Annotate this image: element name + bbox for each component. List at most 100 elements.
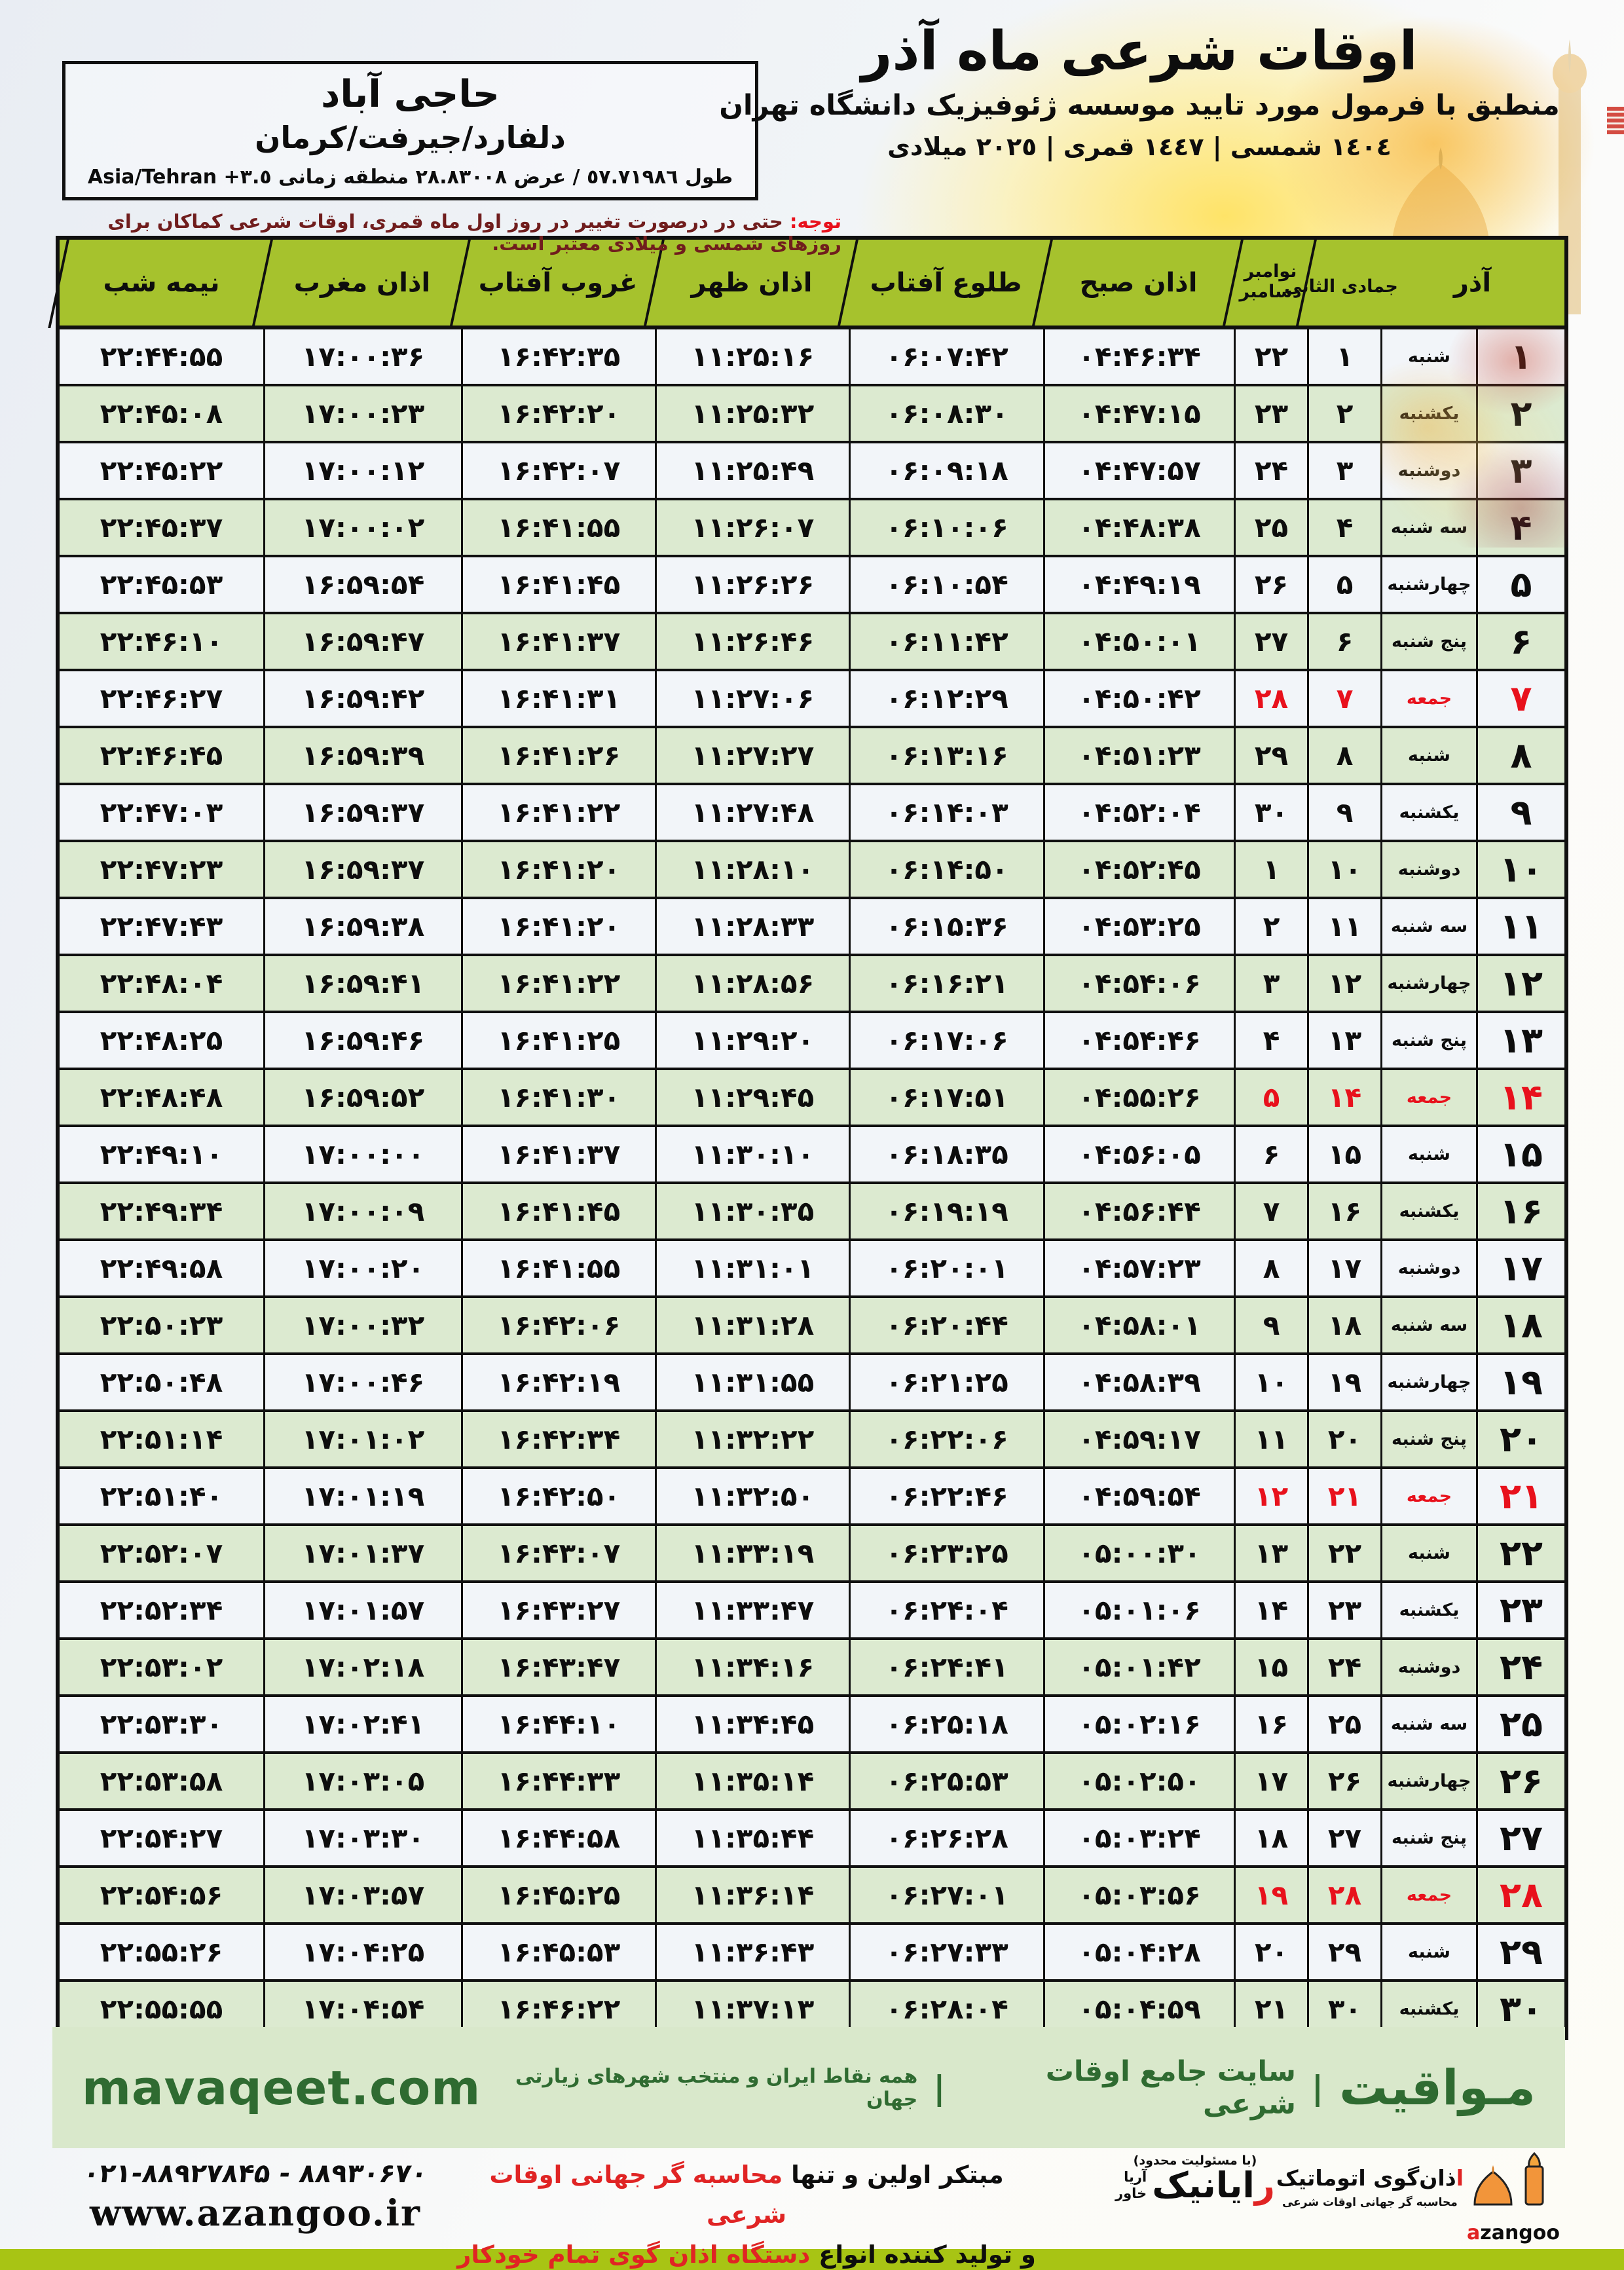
cell-fajr: ۰۵:۰۳:۵۶ [1043, 1868, 1234, 1922]
cell-weekday: شنبه [1380, 1925, 1476, 1979]
cell-maghrib: ۱۷:۰۴:۵۴ [263, 1982, 461, 2036]
cell-hijri-day: ۶ [1307, 614, 1380, 669]
cell-midnight: ۲۲:۵۳:۳۰ [100, 1708, 223, 1740]
cell-maghrib: ۱۶:۵۹:۳۸ [263, 899, 461, 954]
cell-midnight: ۲۲:۴۷:۴۳ [100, 910, 223, 942]
cell-weekday: جمعه [1380, 671, 1476, 726]
table-row: ۳ دوشنبه ۳ ۲۴ ۰۴:۴۷:۵۷ ۰۶:۰۹:۱۸ ۱۱:۲۵:۴۹… [60, 443, 1564, 500]
cell-midnight: ۲۲:۵۰:۲۳ [100, 1309, 223, 1341]
prayer-times-table: آذر جمادی الثانی نوامبر دسامبر اذان صبح … [56, 236, 1568, 2040]
cell-sunrise: ۰۶:۲۳:۲۵ [849, 1526, 1043, 1580]
table-body: ۱ شنبه ۱ ۲۲ ۰۴:۴۶:۳۴ ۰۶:۰۷:۴۲ ۱۱:۲۵:۱۶ ۱… [60, 329, 1564, 2036]
cell-day-number: ۳ [1476, 443, 1564, 498]
slogan-line2-black: و تولید کننده انواع [819, 2241, 1036, 2269]
cell-hijri-day: ۱۶ [1307, 1184, 1380, 1238]
cell-midnight: ۲۲:۴۵:۲۲ [100, 455, 223, 487]
cell-dhuhr: ۱۱:۳۶:۴۳ [655, 1925, 849, 1979]
cell-sunset: ۱۶:۴۱:۲۲ [461, 785, 655, 840]
cell-day-number: ۲۰ [1476, 1412, 1564, 1466]
cell-maghrib: ۱۷:۰۴:۲۵ [263, 1925, 461, 1979]
cell-midnight: ۲۲:۵۰:۴۸ [100, 1366, 223, 1398]
table-row: ۸ شنبه ۸ ۲۹ ۰۴:۵۱:۲۳ ۰۶:۱۳:۱۶ ۱۱:۲۷:۲۷ ۱… [60, 728, 1564, 785]
cell-dhuhr: ۱۱:۳۵:۱۴ [655, 1754, 849, 1808]
cell-maghrib: ۱۷:۰۰:۴۶ [263, 1355, 461, 1409]
brand-tagline: سایت جامع اوقات شرعی [1045, 2055, 1296, 2121]
cell-hijri-day: ۲۵ [1307, 1697, 1380, 1751]
table-row: ۱۹ چهارشنبه ۱۹ ۱۰ ۰۴:۵۸:۳۹ ۰۶:۲۱:۲۵ ۱۱:۳… [60, 1355, 1564, 1412]
cell-maghrib: ۱۷:۰۲:۴۱ [263, 1697, 461, 1751]
cell-sunset: ۱۶:۴۴:۱۰ [461, 1697, 655, 1751]
slogan-line1-black: مبتکر اولین و تنها [791, 2161, 1004, 2189]
page-subtitle: منطبق با فرمول مورد تایید موسسه ژئوفیزیک… [719, 89, 1560, 122]
azangoo-persian-block: اذان‌گوی اتوماتیک محاسبه گر جهانی اوقات … [1276, 2165, 1464, 2209]
cell-fajr: ۰۴:۵۶:۴۴ [1043, 1184, 1234, 1238]
cell-hijri-day: ۹ [1307, 785, 1380, 840]
cell-day-number: ۱ [1476, 329, 1564, 384]
cell-dhuhr: ۱۱:۲۵:۴۹ [655, 443, 849, 498]
cell-gregorian-day: ۱۸ [1234, 1811, 1307, 1865]
cell-dhuhr: ۱۱:۳۲:۵۰ [655, 1469, 849, 1523]
cell-gregorian-day: ۱۷ [1234, 1754, 1307, 1808]
cell-dhuhr: ۱۱:۲۹:۲۰ [655, 1013, 849, 1068]
brand-bar: مـواقیت | سایت جامع اوقات شرعی | همه نقا… [52, 2027, 1565, 2148]
table-row: ۲۷ پنج شنبه ۲۷ ۱۸ ۰۵:۰۳:۲۴ ۰۶:۲۶:۲۸ ۱۱:۳… [60, 1811, 1564, 1868]
cell-weekday: سه شنبه [1380, 899, 1476, 954]
table-row: ۱ شنبه ۱ ۲۲ ۰۴:۴۶:۳۴ ۰۶:۰۷:۴۲ ۱۱:۲۵:۱۶ ۱… [60, 329, 1564, 386]
cell-gregorian-day: ۵ [1234, 1070, 1307, 1125]
cell-gregorian-day: ۴ [1234, 1013, 1307, 1068]
cell-day-number: ۲۵ [1476, 1697, 1564, 1751]
cell-sunset: ۱۶:۴۱:۵۵ [461, 500, 655, 555]
table-row: ۱۱ سه شنبه ۱۱ ۲ ۰۴:۵۳:۲۵ ۰۶:۱۵:۳۶ ۱۱:۲۸:… [60, 899, 1564, 956]
cell-day-number: ۲ [1476, 386, 1564, 441]
cell-dhuhr: ۱۱:۳۱:۲۸ [655, 1298, 849, 1352]
cell-gregorian-day: ۲۲ [1234, 329, 1307, 384]
table-row: ۱۸ سه شنبه ۱۸ ۹ ۰۴:۵۸:۰۱ ۰۶:۲۰:۴۴ ۱۱:۳۱:… [60, 1298, 1564, 1355]
table-row: ۲۸ جمعه ۲۸ ۱۹ ۰۵:۰۳:۵۶ ۰۶:۲۷:۰۱ ۱۱:۳۶:۱۴… [60, 1868, 1564, 1925]
cell-gregorian-day: ۱۱ [1234, 1412, 1307, 1466]
cell-hijri-day: ۲۸ [1307, 1868, 1380, 1922]
cell-hijri-day: ۸ [1307, 728, 1380, 783]
cell-day-number: ۲۳ [1476, 1583, 1564, 1637]
cell-sunrise: ۰۶:۱۹:۱۹ [849, 1184, 1043, 1238]
cell-day-number: ۱۲ [1476, 956, 1564, 1011]
cell-dhuhr: ۱۱:۲۷:۲۷ [655, 728, 849, 783]
cell-hijri-day: ۲ [1307, 386, 1380, 441]
cell-dhuhr: ۱۱:۳۵:۴۴ [655, 1811, 849, 1865]
cell-sunrise: ۰۶:۲۲:۴۶ [849, 1469, 1043, 1523]
cell-sunset: ۱۶:۴۲:۳۴ [461, 1412, 655, 1466]
table-row: ۵ چهارشنبه ۵ ۲۶ ۰۴:۴۹:۱۹ ۰۶:۱۰:۵۴ ۱۱:۲۶:… [60, 557, 1564, 614]
location-box: حاجی آباد دلفارد/جیرفت/کرمان طول ٥٧.٧١٩٨… [62, 61, 758, 200]
table-row: ۱۷ دوشنبه ۱۷ ۸ ۰۴:۵۷:۲۳ ۰۶:۲۰:۰۱ ۱۱:۳۱:۰… [60, 1241, 1564, 1298]
cell-gregorian-day: ۲۶ [1234, 557, 1307, 612]
cell-weekday: سه شنبه [1380, 500, 1476, 555]
cell-hijri-day: ۱۸ [1307, 1298, 1380, 1352]
separator: | [1311, 2068, 1324, 2107]
cell-dhuhr: ۱۱:۳۱:۰۱ [655, 1241, 849, 1295]
cell-weekday: شنبه [1380, 728, 1476, 783]
table-row: ۱۳ پنج شنبه ۱۳ ۴ ۰۴:۵۴:۴۶ ۰۶:۱۷:۰۶ ۱۱:۲۹… [60, 1013, 1564, 1070]
cell-weekday: چهارشنبه [1380, 956, 1476, 1011]
rayanik-logo: (با مسئولیت محدود) رایانیک آریا خاور [1074, 2153, 1316, 2203]
cell-weekday: یکشنبه [1380, 386, 1476, 441]
cell-maghrib: ۱۷:۰۰:۲۳ [263, 386, 461, 441]
header-december: دسامبر [1239, 281, 1302, 302]
cell-midnight: ۲۲:۴۷:۲۳ [100, 853, 223, 885]
cell-dhuhr: ۱۱:۳۶:۱۴ [655, 1868, 849, 1922]
table-row: ۲۲ شنبه ۲۲ ۱۳ ۰۵:۰۰:۳۰ ۰۶:۲۳:۲۵ ۱۱:۳۳:۱۹… [60, 1526, 1564, 1583]
cell-fajr: ۰۴:۵۹:۱۷ [1043, 1412, 1234, 1466]
phone-numbers: ۰۲۱-۸۸۹۲۷۸۴۵ - ۸۸۹۳۰۶۷۰ [81, 2159, 430, 2189]
cell-day-number: ۲۷ [1476, 1811, 1564, 1865]
cell-hijri-day: ۱۷ [1307, 1241, 1380, 1295]
region-name: دلفارد/جیرفت/کرمان [255, 120, 566, 155]
cell-hijri-day: ۲۲ [1307, 1526, 1380, 1580]
table-row: ۹ یکشنبه ۹ ۳۰ ۰۴:۵۲:۰۴ ۰۶:۱۴:۰۳ ۱۱:۲۷:۴۸… [60, 785, 1564, 842]
cell-fajr: ۰۴:۵۸:۰۱ [1043, 1298, 1234, 1352]
azangoo-wordmark: azangoo [1466, 2222, 1560, 2244]
cell-sunset: ۱۶:۴۱:۲۲ [461, 956, 655, 1011]
cell-fajr: ۰۴:۵۸:۳۹ [1043, 1355, 1234, 1409]
cell-sunset: ۱۶:۴۱:۴۵ [461, 1184, 655, 1238]
cell-sunset: ۱۶:۴۱:۳۷ [461, 1127, 655, 1182]
azangoo-persian-subtitle: محاسبه گر جهانی اوقات شرعی [1282, 2196, 1458, 2209]
cell-sunrise: ۰۶:۰۹:۱۸ [849, 443, 1043, 498]
rayanik-name: رایانیک [1152, 2165, 1275, 2206]
